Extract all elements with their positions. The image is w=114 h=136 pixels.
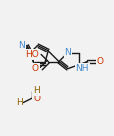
Text: HO: HO [25, 50, 39, 59]
Text: N: N [18, 41, 25, 50]
Text: O: O [32, 64, 39, 73]
Text: N: N [64, 48, 71, 57]
Text: H: H [16, 98, 22, 107]
Text: H: H [33, 86, 39, 95]
Text: O: O [33, 94, 40, 103]
Text: O: O [96, 57, 103, 66]
Text: NH: NH [75, 64, 88, 73]
